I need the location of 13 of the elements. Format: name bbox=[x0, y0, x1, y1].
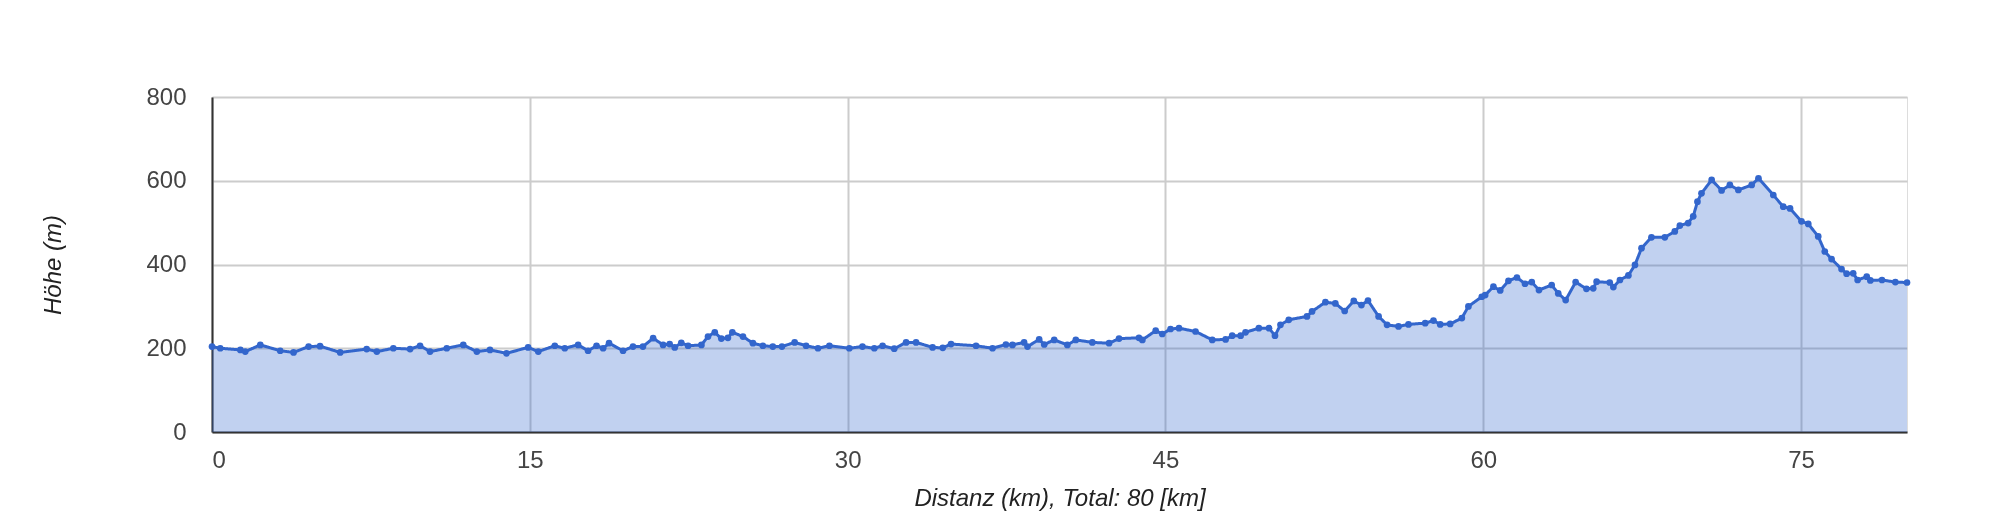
y-tick-label: 800 bbox=[146, 82, 187, 110]
y-tick-label: 0 bbox=[173, 417, 187, 445]
x-tick-label: 75 bbox=[1788, 445, 1815, 473]
y-axis-title: Höhe (m) bbox=[39, 214, 67, 316]
x-tick-label: 60 bbox=[1470, 445, 1498, 473]
x-tick-label: 30 bbox=[834, 445, 862, 473]
y-tick-label: 400 bbox=[146, 250, 187, 277]
x-axis-title: Distanz (km), Total: 80 [km] bbox=[914, 483, 1207, 511]
x-tick-label: 15 bbox=[516, 445, 544, 473]
x-tick-label: 0 bbox=[212, 445, 226, 473]
x-tick-label: 45 bbox=[1152, 445, 1180, 473]
y-tick-label: 200 bbox=[146, 333, 187, 361]
y-tick-label: 600 bbox=[146, 166, 187, 194]
